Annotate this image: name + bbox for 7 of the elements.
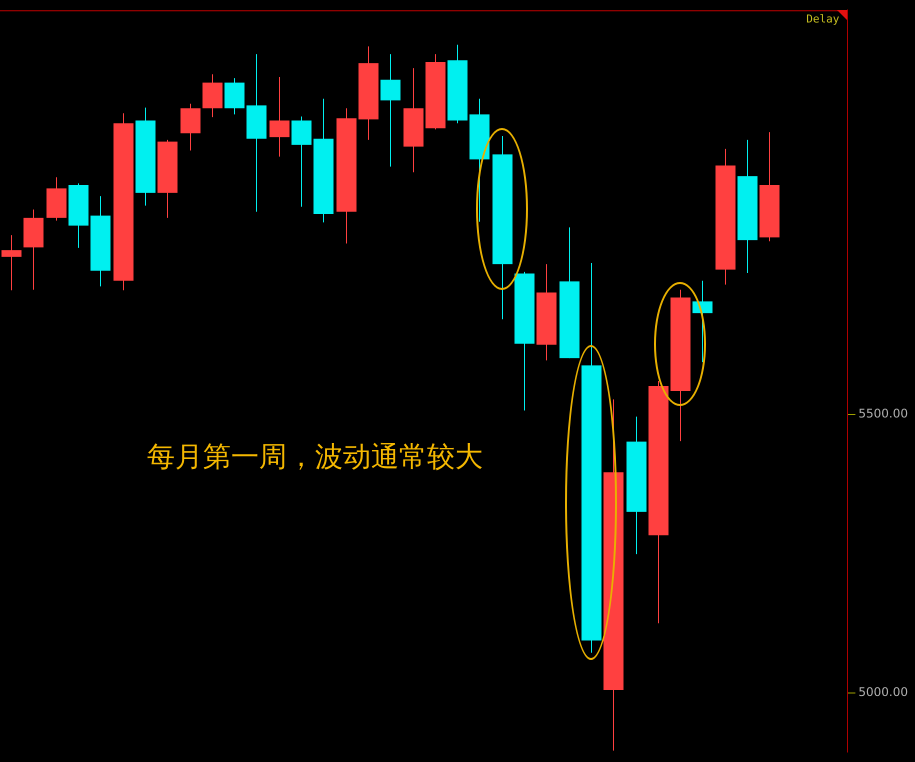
candlestick — [380, 54, 400, 168]
candlestick — [2, 234, 22, 291]
y-tick-label: 5000.00 — [858, 684, 908, 699]
annotation: 每月第一周，波动通常较大 — [147, 440, 484, 474]
y-tick-label: 5500.00 — [858, 406, 908, 421]
candlestick — [270, 76, 290, 158]
annotation: Delay — [806, 12, 840, 26]
